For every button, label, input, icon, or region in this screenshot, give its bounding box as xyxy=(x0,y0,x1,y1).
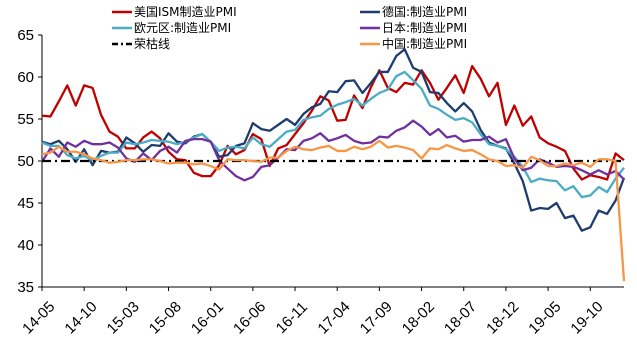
y-tick-label: 50 xyxy=(17,153,34,170)
x-tick-label: 18-12 xyxy=(483,298,522,337)
x-tick-label: 15-03 xyxy=(104,298,143,337)
series-line-pmi xyxy=(41,70,625,199)
x-tick-label: 16-06 xyxy=(230,298,269,337)
x-tick-label: 15-08 xyxy=(146,298,185,337)
x-tick-label: 19-05 xyxy=(525,298,564,337)
y-tick-label: 55 xyxy=(17,111,34,128)
x-tick-label: 17-04 xyxy=(314,298,353,337)
legend-label: 日本:制造业PMI xyxy=(382,21,467,35)
legend-label: 中国:制造业PMI xyxy=(382,36,467,51)
x-tick-label: 18-07 xyxy=(441,298,480,337)
legend: 美国ISM制造业PMI 德国:制造业PMI 欧元区:制造业PMI 日本:制造业PMI 荣… xyxy=(112,4,467,51)
y-tick-label: 35 xyxy=(17,279,34,296)
legend-label: 荣枯线 xyxy=(134,36,170,51)
series-line-pmi xyxy=(41,139,626,282)
x-tick-label: 19-10 xyxy=(568,298,607,337)
series-group xyxy=(41,48,626,282)
x-axis: 14-05 14-10 15-03 15-08 16-01 16-06 16-11 17-04… xyxy=(19,286,624,337)
legend-label: 欧元区:制造业PMI xyxy=(134,21,231,35)
y-tick-label: 60 xyxy=(17,69,34,86)
legend-label: 美国ISM制造业PMI xyxy=(134,5,237,19)
y-tick-label: 45 xyxy=(17,195,34,212)
series-line-pmi xyxy=(41,48,626,232)
y-axis: 35 40 45 50 55 60 65 xyxy=(17,27,43,296)
x-tick-label: 14-05 xyxy=(19,298,58,337)
y-tick-label: 40 xyxy=(17,237,34,254)
legend-label: 德国:制造业PMI xyxy=(382,4,467,19)
x-tick-label: 18-02 xyxy=(399,298,438,337)
y-tick-label: 65 xyxy=(17,27,34,44)
series-line-pmi xyxy=(41,119,625,182)
x-tick-label: 14-10 xyxy=(61,298,100,337)
x-tick-label: 17-09 xyxy=(357,298,396,337)
x-tick-label: 16-01 xyxy=(188,298,227,337)
x-tick-label: 16-11 xyxy=(273,299,311,337)
